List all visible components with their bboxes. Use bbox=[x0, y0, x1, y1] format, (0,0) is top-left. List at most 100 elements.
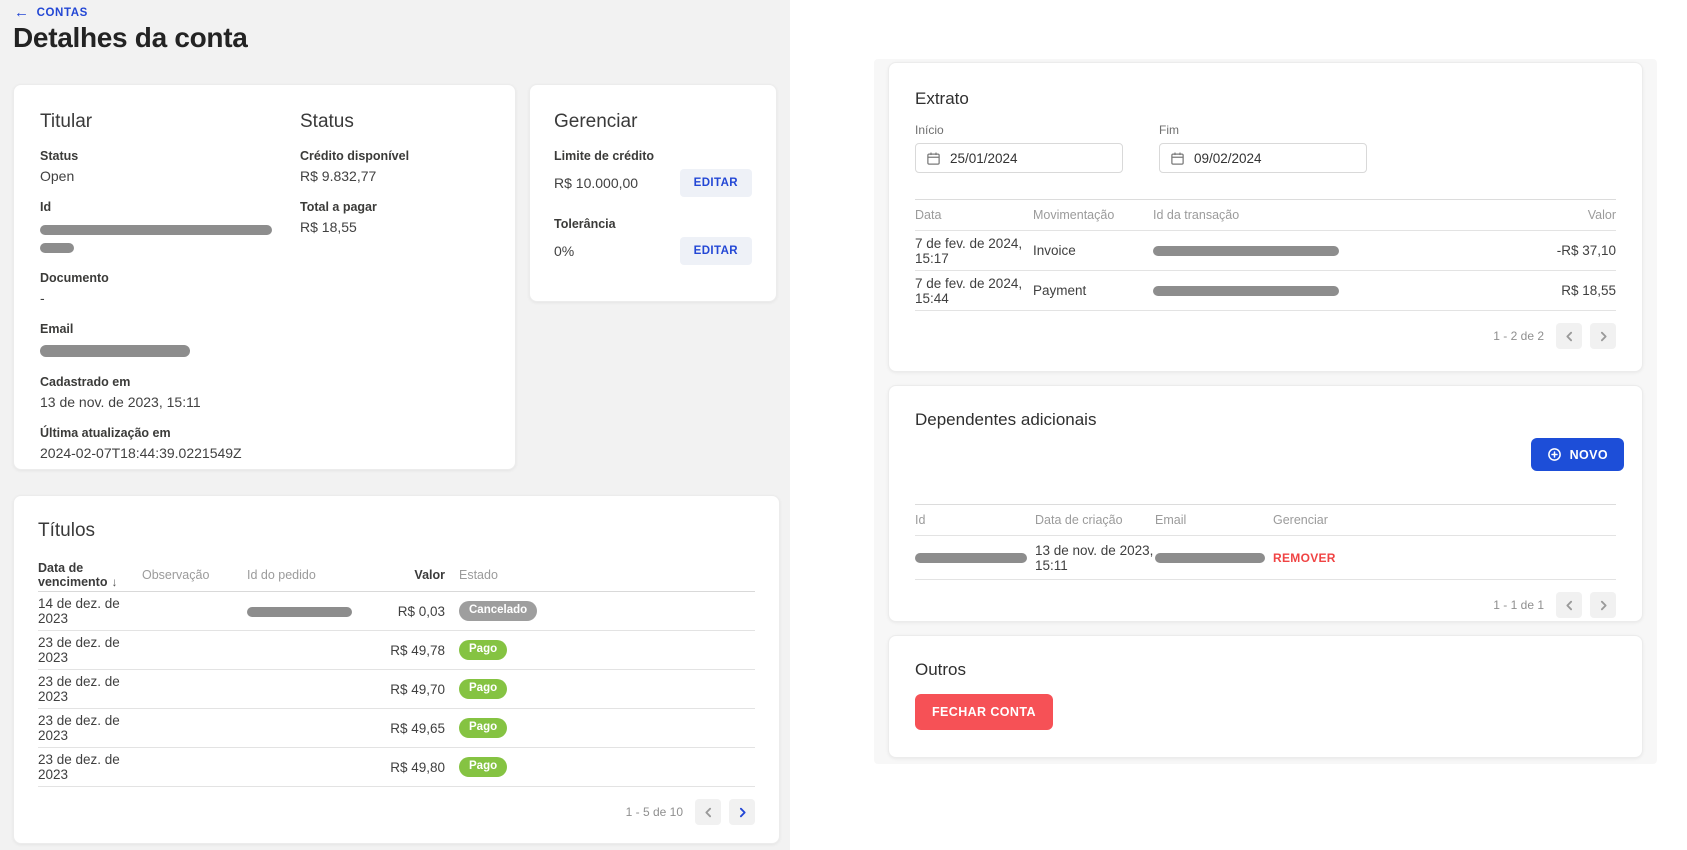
chevron-right-icon bbox=[1600, 600, 1607, 610]
dependentes-pagination: 1 - 1 de 1 bbox=[915, 592, 1616, 618]
column-header-id-transacao: Id da transação bbox=[1153, 208, 1240, 222]
inicio-date-value[interactable] bbox=[950, 150, 1070, 166]
fechar-conta-button[interactable]: FECHAR CONTA bbox=[915, 694, 1053, 730]
sort-desc-icon: ↓ bbox=[111, 574, 118, 589]
column-header-valor: Valor bbox=[414, 567, 445, 582]
valor-cell: R$ 49,70 bbox=[390, 681, 445, 697]
status-badge: Pago bbox=[459, 718, 508, 738]
plus-circle-icon bbox=[1547, 448, 1561, 461]
status-badge: Pago bbox=[459, 679, 508, 699]
breadcrumb-label: CONTAS bbox=[36, 6, 88, 19]
atualizacao-field-value: 2024-02-07T18:44:39.0221549Z bbox=[40, 445, 242, 461]
redacted-text bbox=[40, 224, 272, 235]
redacted-text bbox=[915, 553, 1027, 564]
vencimento-cell: 14 de dez. de 2023 bbox=[38, 596, 120, 626]
total-pagar-label: Total a pagar bbox=[300, 200, 377, 214]
extrato-table-header: Data Movimentação Id da transação Valor bbox=[915, 200, 1616, 231]
previous-page-button[interactable] bbox=[1556, 323, 1582, 349]
redacted-text bbox=[1155, 553, 1265, 564]
next-page-button[interactable] bbox=[1590, 323, 1616, 349]
status-section-heading: Status bbox=[300, 111, 354, 132]
id-pedido-cell bbox=[247, 604, 377, 619]
redacted-text bbox=[40, 243, 74, 254]
column-header-id: Id bbox=[915, 513, 926, 527]
column-header-id-pedido: Id do pedido bbox=[247, 567, 316, 582]
redacted-text bbox=[40, 345, 190, 358]
titular-card: Titular Status Open Id Documento - Email… bbox=[13, 84, 516, 470]
calendar-icon bbox=[1171, 152, 1184, 165]
table-row: 23 de dez. de 2023 R$ 49,65 Pago bbox=[38, 709, 755, 748]
cadastrado-field-label: Cadastrado em bbox=[40, 375, 131, 389]
novo-dependente-button[interactable]: NOVO bbox=[1530, 438, 1624, 471]
redacted-text bbox=[1153, 286, 1339, 297]
pagination-range-label: 1 - 1 de 1 bbox=[1493, 598, 1544, 612]
previous-page-button[interactable] bbox=[1556, 592, 1582, 618]
documento-field-label: Documento bbox=[40, 271, 109, 285]
titular-heading: Titular bbox=[40, 111, 93, 132]
editar-limite-button[interactable]: EDITAR bbox=[679, 169, 752, 197]
novo-button-label: NOVO bbox=[1569, 447, 1608, 462]
extrato-pagination: 1 - 2 de 2 bbox=[915, 323, 1616, 349]
extrato-card: Extrato Início Fim Data Movimentação Id … bbox=[888, 62, 1643, 372]
previous-page-button[interactable] bbox=[695, 799, 721, 825]
column-header-data-vencimento[interactable]: Data de vencimento ↓ bbox=[38, 560, 118, 589]
titulos-card: Títulos Data de vencimento ↓ Observação I… bbox=[13, 495, 780, 844]
fim-date-value[interactable] bbox=[1194, 150, 1314, 166]
movimentacao-cell: Invoice bbox=[1033, 243, 1076, 258]
data-cell: 7 de fev. de 2024, 15:17 bbox=[915, 235, 1023, 266]
column-header-observacao: Observação bbox=[142, 567, 210, 582]
data-criacao-cell: 13 de nov. de 2023, 15:11 bbox=[1035, 542, 1154, 573]
next-page-button[interactable] bbox=[729, 799, 755, 825]
table-row: 7 de fev. de 2024, 15:17 Invoice -R$ 37,… bbox=[915, 231, 1616, 271]
table-row: 7 de fev. de 2024, 15:44 Payment R$ 18,5… bbox=[915, 271, 1616, 311]
inicio-label: Início bbox=[915, 123, 944, 137]
titulos-heading: Títulos bbox=[38, 520, 96, 541]
table-row: 23 de dez. de 2023 R$ 49,78 Pago bbox=[38, 631, 755, 670]
remover-link[interactable]: REMOVER bbox=[1273, 551, 1336, 565]
movimentacao-cell: Payment bbox=[1033, 283, 1087, 298]
tolerancia-label: Tolerância bbox=[554, 217, 616, 231]
estado-cell: Cancelado bbox=[445, 601, 755, 621]
credito-value: R$ 9.832,77 bbox=[300, 168, 377, 184]
column-header-gerenciar: Gerenciar bbox=[1273, 513, 1328, 527]
breadcrumb-back-link[interactable]: ← CONTAS bbox=[14, 5, 88, 20]
cadastrado-field-value: 13 de nov. de 2023, 15:11 bbox=[40, 394, 201, 410]
email-cell bbox=[1155, 550, 1273, 565]
dependentes-table: Id Data de criação Email Gerenciar 13 de… bbox=[915, 504, 1616, 580]
valor-cell: R$ 0,03 bbox=[397, 603, 445, 619]
valor-cell: R$ 49,80 bbox=[390, 759, 445, 775]
titulos-pagination: 1 - 5 de 10 bbox=[38, 799, 755, 825]
redacted-link[interactable] bbox=[247, 606, 352, 617]
chevron-left-icon bbox=[1565, 331, 1572, 341]
next-page-button[interactable] bbox=[1590, 592, 1616, 618]
status-field-value: Open bbox=[40, 168, 75, 184]
vencimento-cell: 23 de dez. de 2023 bbox=[38, 713, 120, 743]
titulos-table: Data de vencimento ↓ Observação Id do ped… bbox=[38, 558, 755, 787]
table-row: 23 de dez. de 2023 R$ 49,80 Pago bbox=[38, 748, 755, 787]
arrow-left-icon: ← bbox=[14, 4, 30, 21]
redacted-text bbox=[1153, 246, 1339, 257]
id-field-value-redacted bbox=[40, 219, 489, 255]
outros-heading: Outros bbox=[915, 660, 967, 679]
id-field-label: Id bbox=[40, 200, 52, 214]
chevron-left-icon bbox=[1565, 600, 1572, 610]
limite-credito-value: R$ 10.000,00 bbox=[554, 175, 639, 191]
gerenciar-heading: Gerenciar bbox=[554, 111, 638, 132]
tolerancia-value: 0% bbox=[554, 243, 575, 259]
status-badge: Pago bbox=[459, 640, 508, 660]
estado-cell: Pago bbox=[445, 679, 755, 699]
inicio-date-input[interactable] bbox=[915, 143, 1123, 173]
status-field-label: Status bbox=[40, 149, 79, 163]
estado-cell: Pago bbox=[445, 718, 755, 738]
pagination-range-label: 1 - 2 de 2 bbox=[1493, 329, 1544, 343]
column-header-data-criacao: Data de criação bbox=[1035, 513, 1123, 527]
limite-credito-label: Limite de crédito bbox=[554, 149, 655, 163]
chevron-left-icon bbox=[704, 807, 711, 817]
data-cell: 7 de fev. de 2024, 15:44 bbox=[915, 275, 1023, 306]
atualizacao-field-label: Última atualização em bbox=[40, 426, 171, 440]
id-transacao-cell bbox=[1153, 243, 1383, 258]
documento-field-value: - bbox=[40, 290, 45, 306]
column-header-estado: Estado bbox=[459, 567, 498, 582]
editar-tolerancia-button[interactable]: EDITAR bbox=[679, 237, 752, 265]
fim-date-input[interactable] bbox=[1159, 143, 1367, 173]
